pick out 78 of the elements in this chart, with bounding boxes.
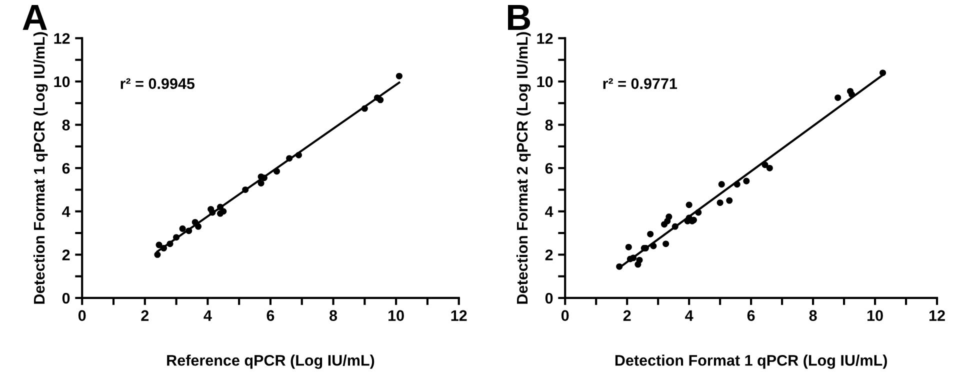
x-tick-label: 8	[809, 310, 817, 321]
point	[216, 204, 224, 210]
y-tick-label: 0	[62, 292, 70, 304]
point	[160, 244, 167, 252]
point	[647, 230, 654, 238]
y-tick-label: 6	[62, 162, 70, 174]
point	[726, 197, 733, 204]
point	[186, 228, 192, 234]
point	[173, 234, 180, 241]
point	[209, 209, 216, 216]
x-axis-title: Reference qPCR (Log IU/mL)	[167, 354, 374, 369]
point	[848, 91, 856, 98]
y-tick-label: 12	[537, 33, 553, 44]
point	[192, 218, 198, 226]
x-tick-label: 2	[623, 310, 631, 321]
x-tick-label: 0	[78, 310, 86, 321]
y-tick-label: 10	[537, 76, 553, 88]
point	[179, 225, 186, 232]
point	[636, 256, 643, 264]
x-tick-label: 12	[451, 310, 467, 321]
point	[630, 254, 637, 262]
point	[274, 168, 280, 175]
x-tick-label: 12	[929, 310, 945, 321]
point	[686, 202, 692, 208]
chart-title: A	[22, 5, 47, 30]
point	[195, 223, 202, 230]
y-tick-label: 6	[545, 162, 553, 174]
point	[166, 240, 174, 248]
point	[616, 263, 623, 270]
y-axis-title: Detection Format 1 qPCR (Log IU/mL)	[33, 32, 48, 304]
x-axis-title: Detection Format 1 qPCR (Log IU/mL)	[615, 354, 887, 369]
x-tick-label: 6	[747, 310, 755, 321]
point	[666, 214, 672, 220]
point	[766, 164, 773, 172]
point	[834, 94, 842, 101]
point	[734, 181, 740, 188]
annotation: r² = 0.9771	[603, 78, 678, 90]
y-tick-label: 8	[545, 120, 553, 130]
y-tick-label: 2	[62, 250, 70, 260]
y-tick-label: 8	[62, 120, 70, 130]
y-tick-label: 0	[545, 292, 553, 304]
point	[396, 72, 402, 80]
point	[672, 223, 678, 230]
y-tick-label: 4	[545, 206, 554, 217]
y-tick-label: 4	[62, 206, 70, 217]
y-tick-label: 10	[54, 76, 70, 88]
x-tick-label: 0	[561, 310, 569, 321]
x-tick-label: 10	[388, 310, 404, 321]
point	[695, 209, 702, 216]
chart-title: B	[508, 5, 530, 30]
x-tick-label: 10	[868, 310, 883, 321]
point	[154, 251, 161, 258]
x-tick-label: 4	[685, 310, 694, 321]
point	[242, 186, 249, 193]
point	[718, 181, 725, 188]
point	[295, 152, 302, 158]
x-tick-label: 4	[204, 310, 212, 321]
point	[258, 180, 264, 186]
point	[260, 174, 268, 182]
point	[743, 178, 750, 184]
x-tick-label: 8	[330, 310, 338, 321]
x-tick-label: 6	[266, 310, 274, 321]
point	[650, 242, 657, 250]
point	[286, 155, 293, 162]
x-tick-label: 2	[141, 310, 149, 321]
point	[662, 240, 670, 248]
y-tick-label: 12	[54, 33, 70, 44]
y-axis-title: Detection Format 2 qPCR (Log IU/mL)	[516, 32, 531, 304]
point	[156, 242, 162, 248]
annotation: r² = 0.9945	[120, 78, 195, 90]
point	[762, 162, 768, 168]
point	[377, 96, 384, 104]
y-tick-label: 2	[545, 250, 553, 260]
point	[716, 199, 724, 206]
point	[880, 70, 886, 76]
point	[361, 105, 368, 112]
point	[625, 244, 632, 250]
point	[220, 208, 227, 215]
